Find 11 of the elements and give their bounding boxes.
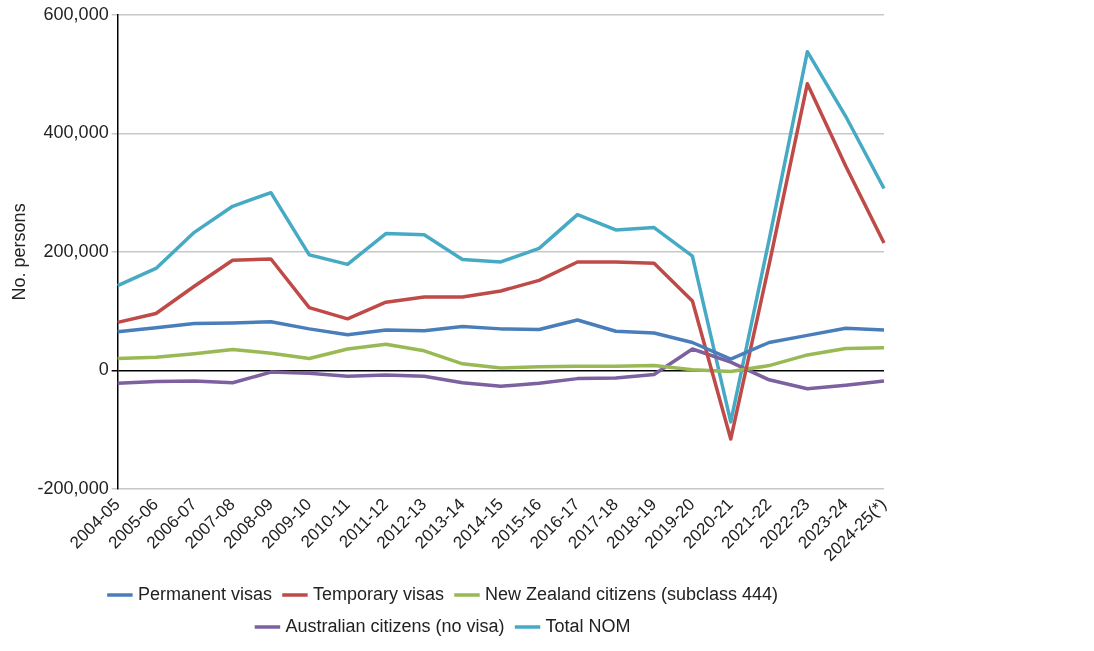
y-tick-label: 400,000 xyxy=(43,122,109,143)
y-tick-label: 600,000 xyxy=(43,3,109,24)
y-tick-label: 200,000 xyxy=(43,240,109,261)
legend-label: Temporary visas xyxy=(312,583,444,604)
y-tick-label: -200,000 xyxy=(37,477,109,498)
y-axis-title: No. persons xyxy=(8,203,29,301)
legend-label: Australian citizens (no visa) xyxy=(285,615,505,636)
legend-label: Total NOM xyxy=(545,615,631,636)
legend-label: Permanent visas xyxy=(137,583,272,604)
legend-label: New Zealand citizens (subclass 444) xyxy=(484,583,779,604)
y-tick-label: 0 xyxy=(98,359,109,380)
